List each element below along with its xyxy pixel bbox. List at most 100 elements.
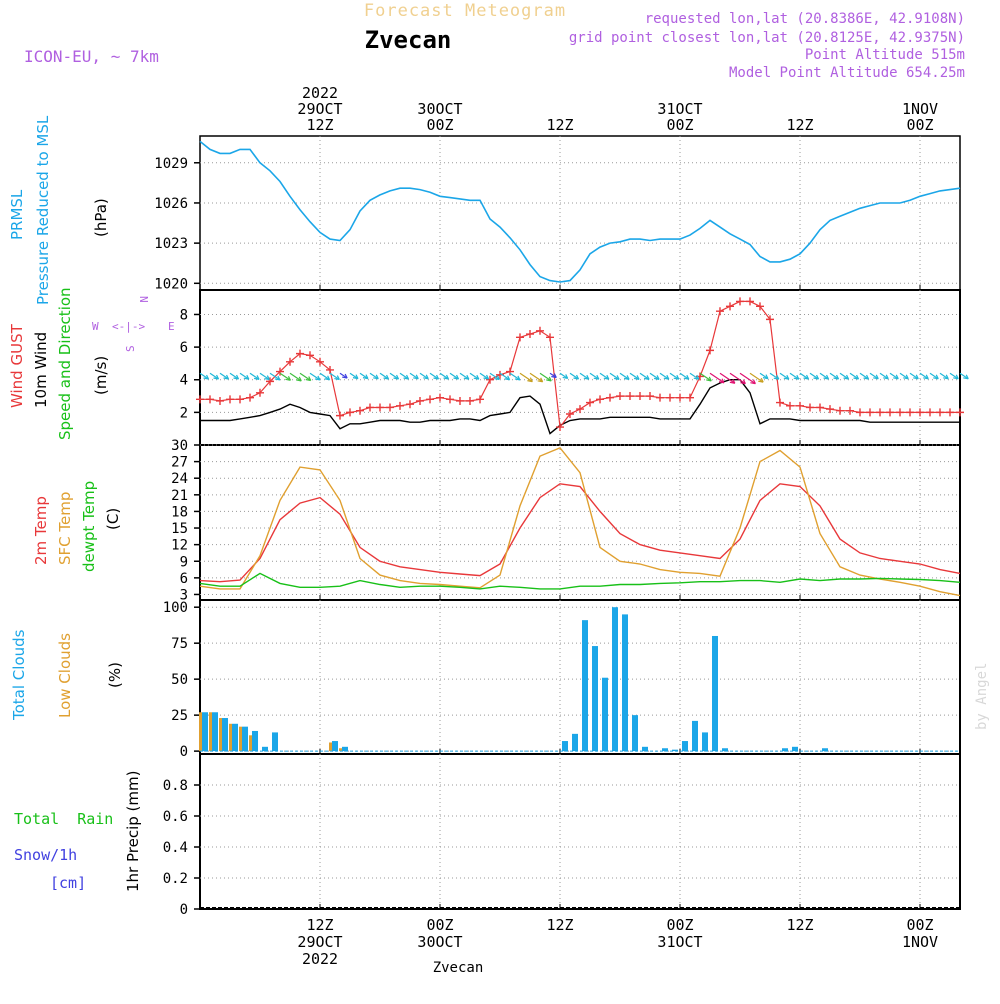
cloud-bar-total (822, 748, 828, 752)
cloud-bar-total (272, 732, 278, 752)
time-label-top: 12Z (306, 116, 333, 134)
pressure-line (199, 140, 961, 283)
gust-marker (816, 403, 824, 412)
gust-marker (676, 393, 684, 402)
gust-marker (246, 393, 254, 402)
cloud-bar-total (672, 749, 678, 752)
wind-arrow (529, 372, 543, 383)
wind-arrow (489, 372, 500, 381)
time-label-bottom: 00Z (426, 916, 453, 934)
wind-arrow-head (413, 374, 419, 380)
cloud-bar-total (582, 620, 588, 752)
wind-arrow (239, 372, 250, 380)
gust-marker (356, 406, 364, 415)
y-tick-label: 12 (171, 538, 188, 554)
temp-2m-line (199, 483, 961, 583)
time-label-top: 1NOV (902, 100, 938, 118)
gust-marker (366, 403, 374, 412)
wind-arrow (229, 372, 239, 380)
wind-arrow-head (537, 377, 544, 383)
wind-arrow (329, 372, 340, 381)
time-label-bottom: 12Z (306, 916, 333, 934)
time-label-top: 30OCT (417, 100, 462, 118)
wind-arrow-head (203, 374, 210, 380)
wind-speed-line (200, 379, 960, 435)
wind-arrow (619, 372, 630, 380)
wind-arrow (929, 372, 939, 380)
cloud-bar-low (329, 742, 332, 752)
wind-labels: Wind GUST 10m Wind Speed and Direction (… (8, 287, 175, 440)
wind-arrow (759, 372, 769, 380)
gust-marker (196, 395, 204, 404)
time-label-top: 12Z (546, 116, 573, 134)
cloud-bar-total (712, 635, 718, 752)
y-tick-label: 2 (180, 405, 188, 421)
wind-arrow (419, 372, 429, 380)
gust-marker (726, 302, 734, 311)
cloud-bar-low (199, 712, 202, 752)
cloud-bar-total (242, 726, 248, 752)
wind-arrow (389, 372, 399, 380)
y-tick-label: 8 (180, 307, 188, 323)
wind-arrow-head (463, 374, 470, 380)
wind-arrow (919, 372, 929, 380)
y-tick-label: 100 (163, 600, 188, 616)
y-tick-label: 1020 (154, 276, 188, 292)
cloud-bar-total (572, 733, 578, 752)
y-tick-label: 6 (180, 571, 188, 587)
gust-marker (686, 393, 694, 402)
precip-legend-rain: Total Rain (14, 810, 113, 828)
cloud-bar-total (722, 748, 728, 752)
gust-marker (576, 405, 584, 414)
wind-arrow (359, 372, 369, 380)
wind-arrow-head (593, 374, 600, 380)
gust-marker (426, 395, 434, 404)
time-label-top: 00Z (906, 116, 933, 134)
wind-arrow (799, 372, 809, 380)
cloud-bar-total (252, 730, 258, 752)
wind-arrow (209, 372, 219, 380)
wind-arrow-head (603, 374, 610, 380)
time-label-top: 29OCT (297, 100, 342, 118)
wind-arrow (709, 372, 725, 384)
gust-marker (606, 393, 614, 402)
gust-marker (546, 333, 554, 342)
wind-arrow (669, 372, 680, 380)
wind-arrow-head (453, 374, 460, 380)
cloud-bar-total (342, 746, 348, 752)
wind-arrow-head (305, 376, 312, 382)
gust-marker (656, 393, 664, 402)
cloud-bar-total (662, 748, 668, 752)
y-tick-label: 50 (171, 672, 188, 688)
gust-marker (276, 367, 284, 376)
gust-marker (846, 406, 854, 415)
wind-arrow (579, 372, 590, 380)
wind-arrow (219, 372, 229, 380)
gust-marker (386, 403, 394, 412)
wind-arrow-head (903, 374, 909, 380)
model-name: ICON-EU, ~ 7km (24, 47, 159, 66)
time-label-bottom: 12Z (546, 916, 573, 934)
wind-arrow (349, 372, 359, 380)
compass-e: E (168, 320, 175, 333)
temp-label-4: (C) (104, 508, 122, 530)
gust-marker (526, 330, 534, 339)
cloud-bar-low (209, 712, 212, 752)
cloud-bar-total (642, 746, 648, 752)
gust-marker (936, 408, 944, 417)
wind-arrow (509, 372, 521, 381)
gust-marker (776, 398, 784, 407)
wind-arrow-head (883, 374, 889, 380)
time-label-bottom: 1NOV (902, 933, 938, 951)
temp-label-1: 2m Temp (32, 496, 50, 565)
wind-arrow (259, 372, 270, 381)
wind-arrow-head (613, 375, 620, 380)
precip-legend-snow: Snow/1h (14, 846, 77, 864)
wind-arrow-head (706, 376, 712, 382)
cloud-bar-total (212, 712, 218, 752)
wind-arrow-head (863, 374, 870, 380)
cloud-bar-total (622, 614, 628, 752)
wind-arrow-head (750, 379, 756, 385)
gust-marker (336, 411, 344, 420)
gust-marker (836, 406, 844, 415)
